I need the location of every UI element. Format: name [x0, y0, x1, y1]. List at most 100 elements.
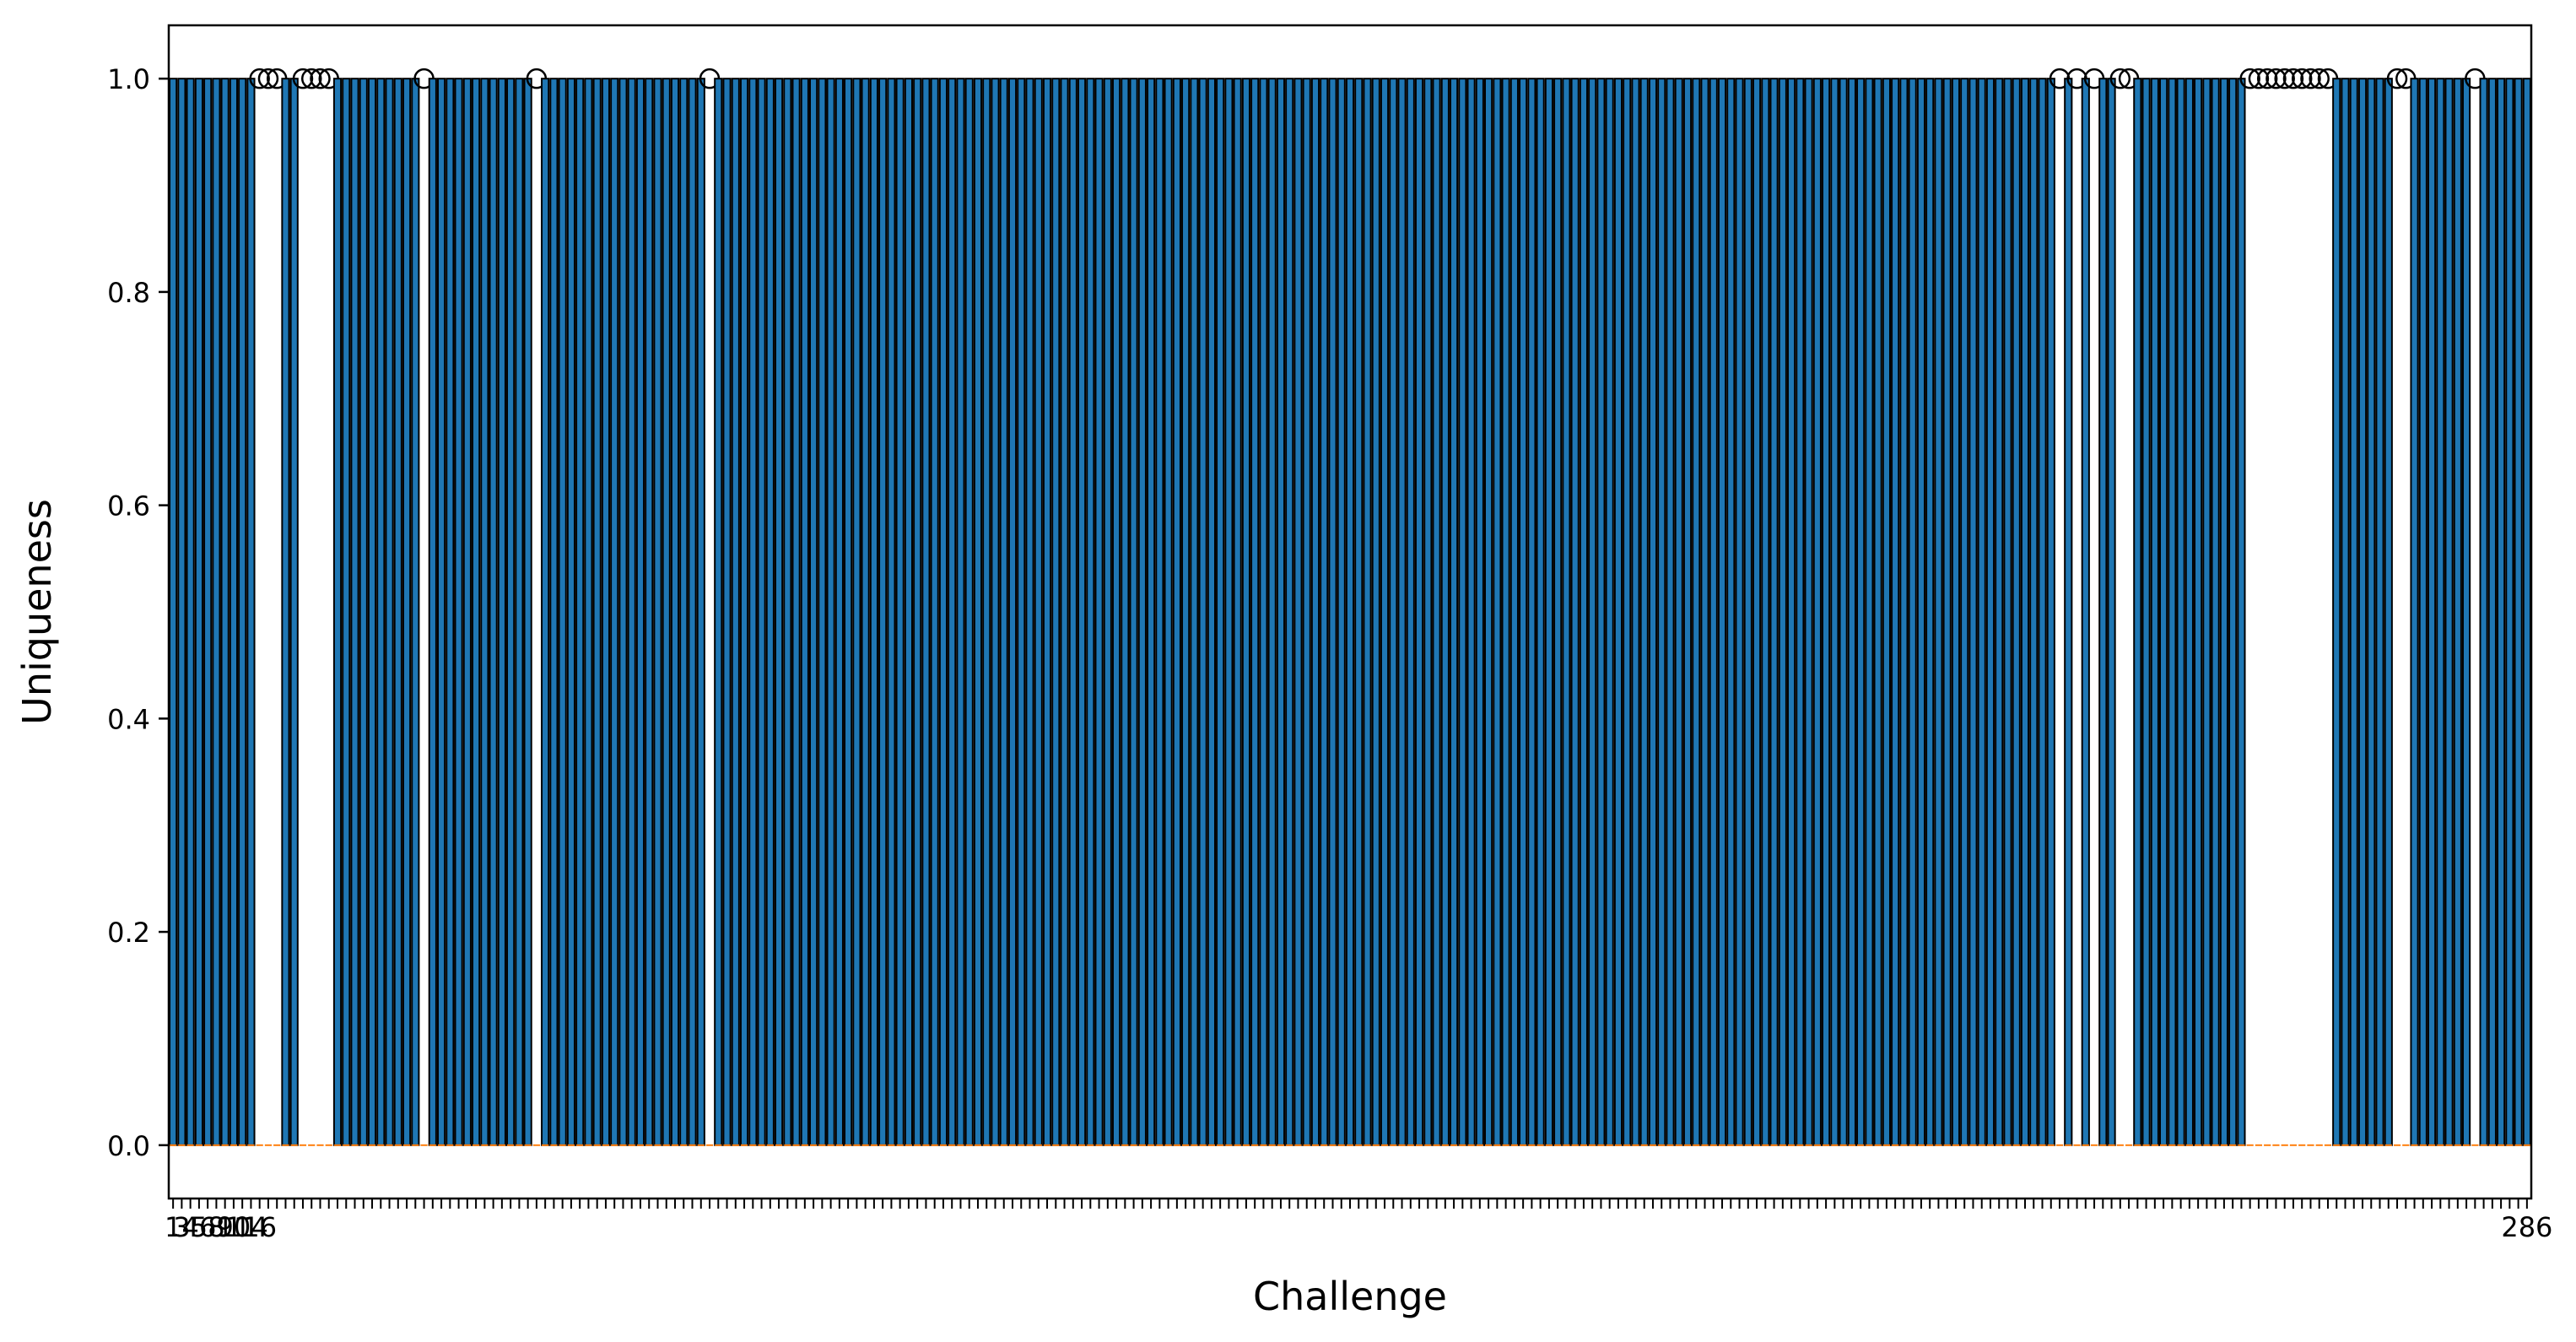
box — [2133, 78, 2142, 1146]
box — [2384, 78, 2393, 1146]
box — [1354, 78, 1364, 1146]
box — [800, 78, 809, 1146]
box — [722, 78, 732, 1146]
outlier-point — [249, 68, 270, 89]
box — [489, 78, 498, 1146]
box — [428, 78, 437, 1146]
box — [1951, 78, 1961, 1146]
box — [1769, 78, 1779, 1146]
box — [2436, 78, 2445, 1146]
x-tick-label: 3 — [173, 1211, 190, 1243]
box — [446, 78, 455, 1146]
box — [1466, 78, 1476, 1146]
box — [1025, 78, 1034, 1146]
box — [1700, 78, 1709, 1146]
x-tick-label: 8 — [208, 1211, 224, 1243]
y-axis: 0.0 0.2 0.4 0.6 0.8 1.0 — [107, 63, 169, 1162]
box — [1977, 78, 1986, 1146]
box — [332, 78, 343, 1146]
box — [1796, 78, 1805, 1146]
box — [472, 78, 481, 1146]
box — [938, 78, 948, 1146]
box — [1553, 78, 1563, 1146]
box — [1285, 78, 1294, 1146]
box — [1103, 78, 1112, 1146]
box — [844, 78, 853, 1146]
box — [765, 78, 775, 1146]
box — [281, 78, 290, 1146]
box — [1743, 78, 1752, 1146]
box — [1588, 78, 1597, 1146]
box — [696, 78, 705, 1146]
box — [991, 78, 1000, 1146]
box — [688, 78, 697, 1146]
box — [2064, 78, 2073, 1146]
box — [575, 78, 585, 1146]
box — [1623, 78, 1632, 1146]
box — [645, 78, 654, 1146]
box — [1440, 78, 1450, 1146]
box — [1164, 78, 1173, 1146]
outlier-point — [2300, 68, 2321, 89]
box — [670, 78, 680, 1146]
box — [1397, 78, 1407, 1146]
box — [220, 78, 230, 1146]
x-tick-label: 1 — [165, 1211, 181, 1243]
box — [177, 78, 186, 1146]
box — [653, 78, 662, 1146]
box — [1017, 78, 1026, 1146]
box — [913, 78, 922, 1146]
box — [1925, 78, 1935, 1146]
box — [2341, 78, 2350, 1146]
box — [1363, 78, 1372, 1146]
box — [1717, 78, 1727, 1146]
y-tick-label: 1.0 — [107, 63, 150, 95]
box — [541, 78, 550, 1146]
box — [679, 78, 689, 1146]
box — [350, 78, 359, 1146]
y-tick-label: 0.0 — [107, 1130, 150, 1162]
box-series — [169, 68, 2531, 1146]
box — [1207, 78, 1217, 1146]
box — [1804, 78, 1813, 1146]
box — [2444, 78, 2454, 1146]
box — [2427, 78, 2437, 1146]
box — [757, 78, 766, 1146]
box — [2107, 78, 2116, 1146]
box — [238, 78, 247, 1146]
box — [878, 78, 888, 1146]
box — [1389, 78, 1398, 1146]
box — [956, 78, 965, 1146]
box — [1657, 78, 1666, 1146]
box — [1484, 78, 1493, 1146]
box — [454, 78, 463, 1146]
box — [212, 78, 221, 1146]
box — [1310, 78, 1320, 1146]
x-tick-label: 5 — [191, 1211, 208, 1243]
box — [523, 78, 532, 1146]
box — [1414, 78, 1424, 1146]
box — [852, 78, 861, 1146]
box — [1493, 78, 1502, 1146]
box — [1908, 78, 1917, 1146]
x-tick-label: 14 — [234, 1211, 268, 1243]
box — [1899, 78, 1909, 1146]
box — [506, 78, 516, 1146]
box — [1985, 78, 1995, 1146]
outlier-point — [2282, 68, 2304, 89]
box — [367, 78, 377, 1146]
y-axis-label: Uniqueness — [14, 499, 60, 725]
box — [964, 78, 974, 1146]
box — [1726, 78, 1736, 1146]
outlier-point — [2248, 68, 2270, 89]
box — [2168, 78, 2177, 1146]
outlier-point — [310, 68, 331, 89]
box — [1042, 78, 1052, 1146]
box — [1579, 78, 1589, 1146]
box — [1752, 78, 1762, 1146]
box — [1345, 78, 1355, 1146]
box — [2003, 78, 2012, 1146]
box — [714, 78, 723, 1146]
